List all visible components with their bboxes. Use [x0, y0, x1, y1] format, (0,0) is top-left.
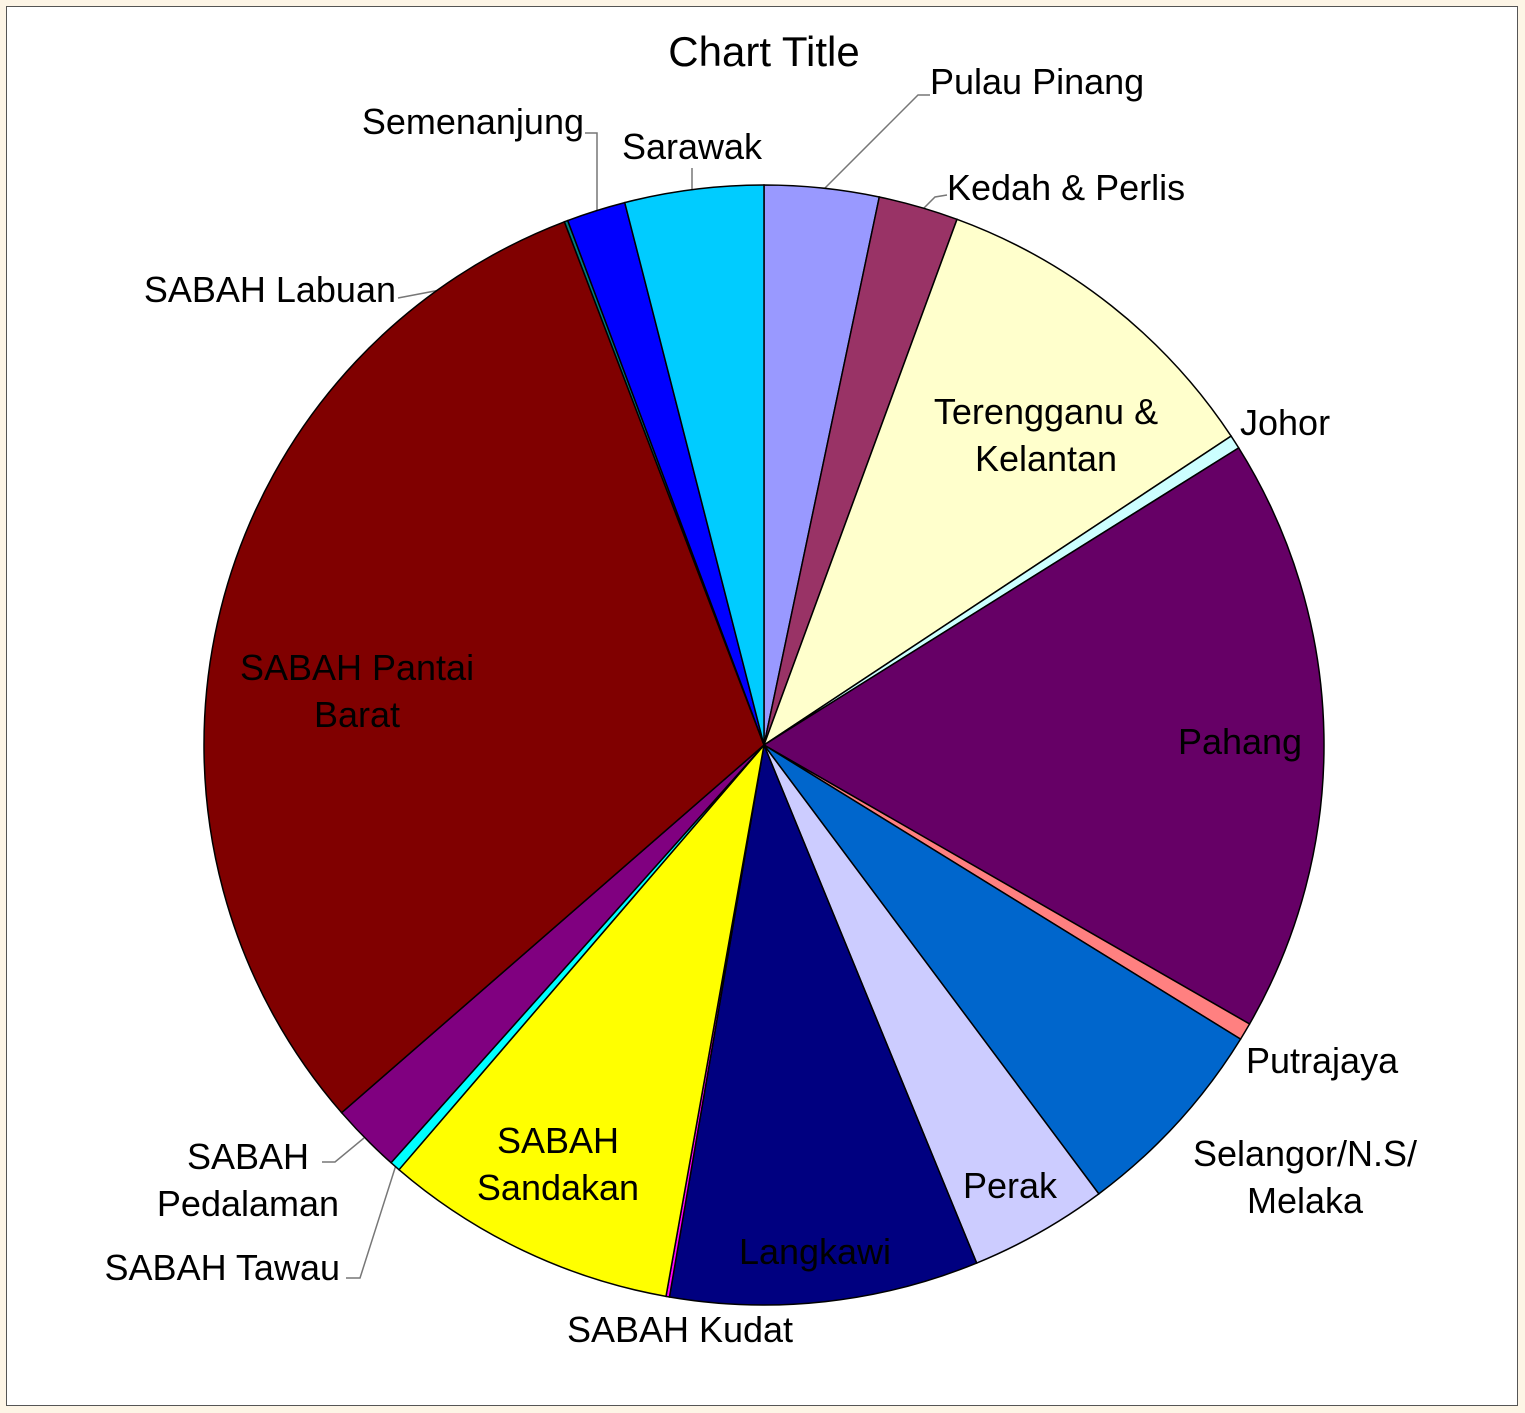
pie-slice [203, 220, 765, 1114]
slice-label: SABAH Kudat [566, 1309, 794, 1350]
slice-label: Putrajaya [1246, 1040, 1399, 1081]
slice-label: SABAH Labuan [143, 269, 396, 310]
slice-label: SABAH Sandakan [476, 1120, 640, 1208]
pie-slice [397, 742, 766, 1298]
slice-label: Terengganu & Kelantan [933, 391, 1159, 479]
pie-slice [762, 218, 1233, 747]
slice-label: Pulau Pinang [930, 61, 1145, 102]
slice-label: SABAH Tawau [104, 1247, 340, 1288]
chart-title: Chart Title [668, 28, 860, 75]
slice-label: Kedah & Perlis [947, 167, 1186, 208]
slice-label: SABAH Pantai Barat [239, 647, 475, 735]
slice-label: Selangor/N.S/ Melaka [1192, 1133, 1418, 1221]
leader-line [919, 194, 948, 213]
pie-slice [668, 742, 978, 1306]
leader-line [824, 94, 930, 189]
pie-slice [762, 446, 1325, 1026]
slice-label: Johor [1240, 402, 1331, 443]
leader-line [346, 1164, 397, 1279]
slice-label: Semenanjung [361, 101, 584, 142]
slice-label: Perak [962, 1165, 1058, 1206]
leader-line [322, 1137, 365, 1163]
pie-slice [763, 744, 1242, 1195]
pie-slice [623, 184, 765, 746]
slice-label: Sarawak [621, 126, 763, 167]
leader-line [585, 132, 598, 212]
slice-label: Pahang [1177, 721, 1303, 762]
slice-label: SABAH Pedalaman [156, 1136, 340, 1224]
slice-label: Langkawi [738, 1231, 892, 1272]
